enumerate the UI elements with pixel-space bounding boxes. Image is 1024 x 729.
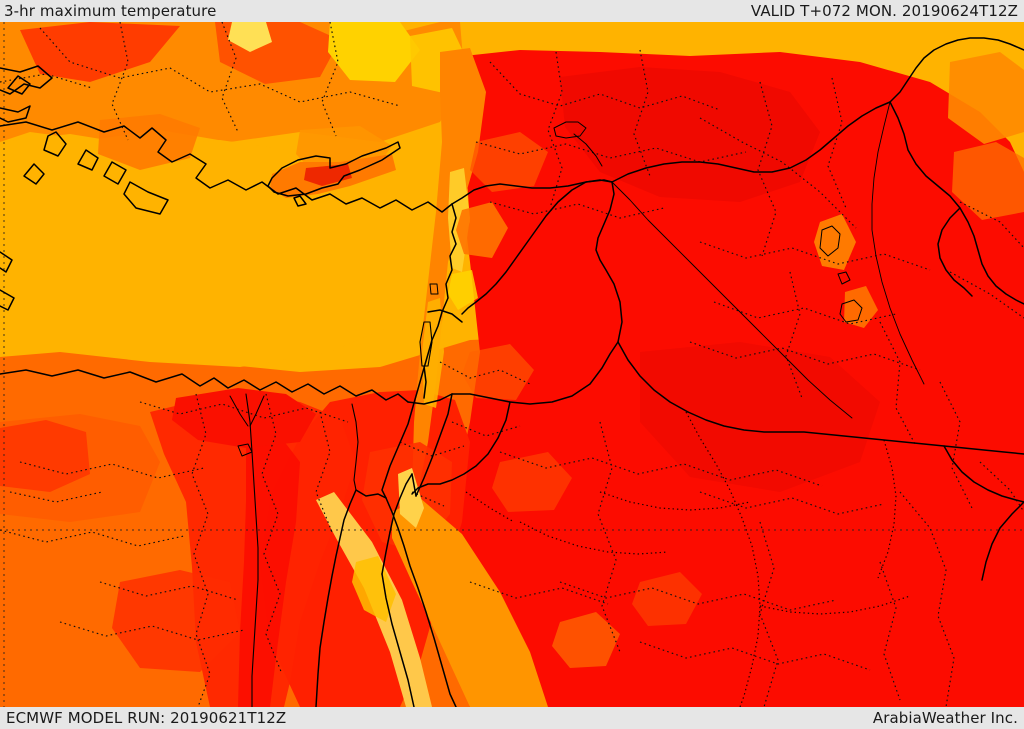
thermal-patch-homs: [470, 132, 548, 192]
thermal-pocket-orange-7: [492, 452, 572, 512]
graticule: [0, 22, 1024, 707]
thermal-band-red-sea: [392, 498, 548, 707]
country-borders: [0, 37, 1024, 707]
thermal-patch-upper-egypt: [112, 570, 240, 672]
valid-time-label: VALID T+072 MON. 20190624T12Z: [750, 2, 1018, 20]
thermal-pocket-orange-8: [632, 572, 702, 626]
temperature-map[interactable]: [0, 22, 1024, 707]
thermal-patch-lebanon: [456, 202, 508, 258]
thermal-band-aegean: [0, 134, 470, 367]
brand-label: ArabiaWeather Inc.: [872, 709, 1018, 727]
page-title: 3-hr maximum temperature: [4, 2, 217, 20]
admin-boundaries: [0, 22, 1024, 707]
thermal-pocket-orange-5: [552, 612, 620, 668]
map-canvas: [0, 22, 1024, 707]
thermal-patch-redsea-yellow: [352, 556, 396, 622]
thermal-patch-south-turkey: [98, 114, 200, 170]
thermal-pocket-orange-4: [952, 142, 1024, 220]
thermal-band-red-core: [450, 50, 1024, 707]
thermal-pocket-deep-red-2: [640, 342, 880, 492]
thermal-patch-delta: [172, 388, 316, 448]
thermal-band-anatolia-red: [20, 22, 180, 82]
model-run-label: ECMWF MODEL RUN: 20190621T12Z: [6, 709, 287, 727]
header-banner: 3-hr maximum temperature VALID T+072 MON…: [0, 0, 1024, 22]
thermal-pocket-orange-3: [948, 52, 1024, 144]
thermal-streak-aqaba: [398, 468, 424, 528]
thermal-band-nile-core: [238, 436, 300, 707]
thermal-band-anatolia-yellow: [328, 22, 420, 82]
thermal-pocket-deep-red-1: [560, 67, 820, 202]
thermal-pocket-orange-1: [814, 214, 856, 270]
thermal-band-anatolia-pale: [228, 22, 272, 52]
admin-boundaries-secondary: [465, 411, 911, 707]
thermal-patch-galilee: [448, 270, 478, 310]
footer-banner: ECMWF MODEL RUN: 20190621T12Z ArabiaWeat…: [0, 707, 1024, 729]
thermal-pocket-orange-6: [462, 344, 534, 400]
